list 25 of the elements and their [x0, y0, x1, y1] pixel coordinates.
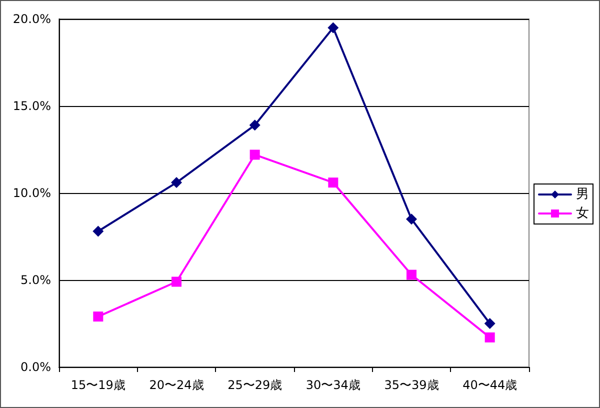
legend-label: 男 [576, 187, 589, 202]
x-tick-label: 25〜29歳 [228, 378, 282, 392]
point [484, 318, 496, 329]
point [328, 178, 338, 188]
point [406, 214, 417, 225]
x-tick-label: 40〜44歳 [462, 378, 518, 392]
y-tick-label: 0.0% [20, 360, 51, 374]
point [484, 332, 495, 342]
point [93, 312, 104, 322]
y-tick-label: 10.0% [12, 186, 51, 200]
y-tick-label: 20.0% [12, 12, 51, 26]
point [172, 276, 182, 287]
point [250, 150, 260, 160]
y-tick-label: 5.0% [20, 273, 51, 287]
legend-label: 女 [576, 206, 589, 221]
point [171, 177, 182, 188]
point [328, 22, 339, 34]
point [92, 226, 104, 237]
point [406, 270, 416, 280]
x-tick-label: 20〜24歳 [149, 378, 204, 392]
point [249, 120, 260, 131]
x-tick-label: 35〜39歳 [384, 378, 439, 392]
x-tick-label: 30〜34歳 [306, 378, 360, 392]
y-tick-label: 15.0% [12, 99, 51, 113]
x-tick-label: 15〜19歳 [70, 378, 126, 392]
